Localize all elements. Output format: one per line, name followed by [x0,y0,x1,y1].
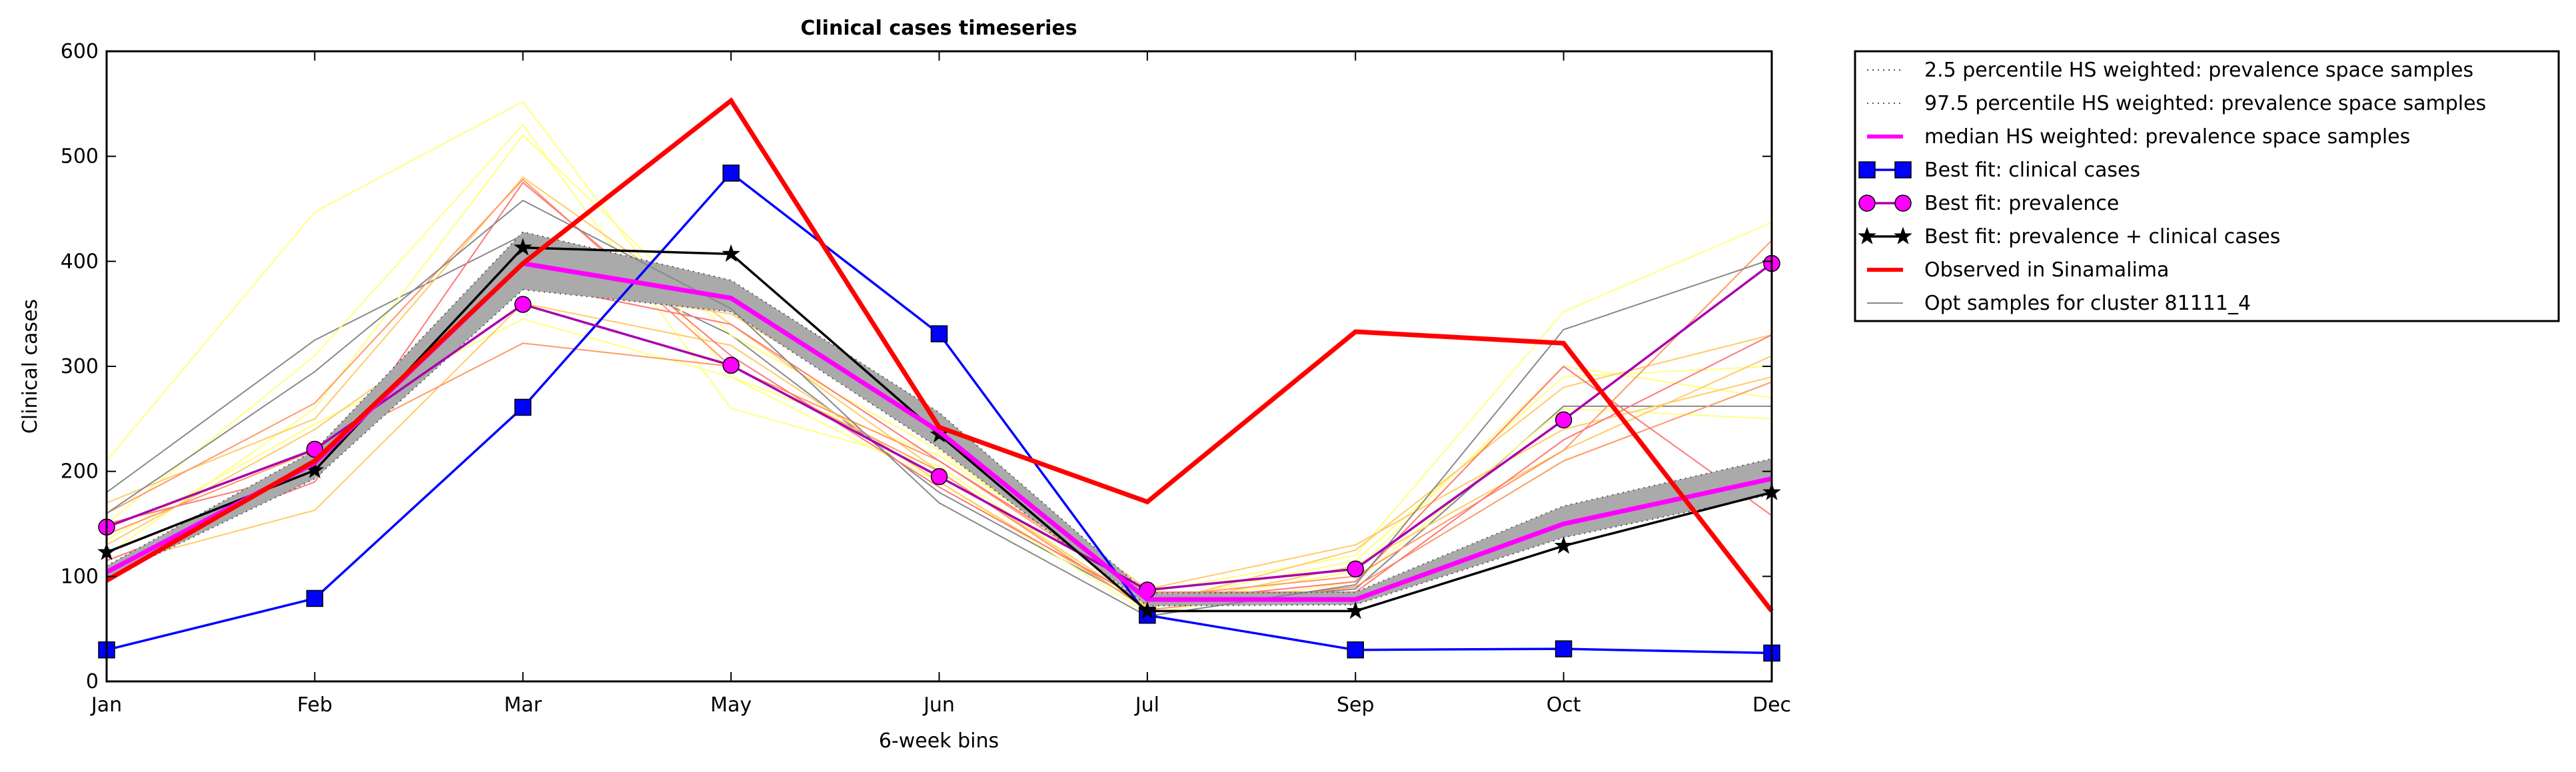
x-axis-label: 6-week bins [879,729,999,753]
sample-line-2 [106,123,1772,609]
legend-marker-end-5 [1894,226,1912,244]
legend-entry-4: Best fit: prevalence [1858,192,2119,215]
y-tick-label-3: 300 [61,355,99,378]
legend-label-5: Best fit: prevalence + clinical cases [1924,225,2280,248]
legend: 2.5 percentile HS weighted: prevalence s… [1854,50,2560,322]
series-3-point-1 [306,589,324,607]
legend-entry-7: Opt samples for cluster 81111_4 [1867,292,2251,315]
x-tick-label-0: Jan [90,693,122,717]
y-tick-label-4: 400 [61,250,99,273]
legend-label-3: Best fit: clinical cases [1924,159,2140,182]
legend-entry-3: Best fit: clinical cases [1858,159,2140,182]
series-5-point-2 [513,238,532,256]
series-5-point-3 [722,244,740,262]
x-tick-label-8: Dec [1752,693,1791,717]
y-tick-label-1: 100 [61,565,99,588]
series-4-point-6 [1347,560,1364,578]
y-tick-label-5: 500 [61,145,99,169]
legend-marker-start-3 [1858,161,1876,179]
legend-entry-5: Best fit: prevalence + clinical cases [1858,225,2280,248]
legend-label-2: median HS weighted: prevalence space sam… [1924,125,2410,149]
plot-frame [105,50,1773,683]
series-3-point-6 [1347,641,1364,659]
x-tick-label-1: Feb [297,693,332,717]
x-tick-label-2: Mar [504,693,542,717]
series-7 [106,199,1772,617]
legend-box [1854,50,2560,322]
legend-marker-start-5 [1858,226,1876,244]
legend-entry-1: 97.5 percentile HS weighted: prevalence … [1867,92,2486,115]
series-5-point-7 [1554,536,1573,554]
legend-entry-0: 2.5 percentile HS weighted: prevalence s… [1867,59,2473,82]
legend-label-1: 97.5 percentile HS weighted: prevalence … [1924,92,2486,115]
x-tick-label-6: Sep [1337,693,1375,717]
series-4-point-3 [722,356,740,374]
legend-label-7: Opt samples for cluster 81111_4 [1924,292,2251,315]
legend-label-4: Best fit: prevalence [1924,192,2119,215]
axes: 0 100 200 300 400 500 600 Jan Feb Mar May Jun Jul Sep… [61,40,1791,717]
series-line-6 [105,97,1774,613]
series-line-0 [106,288,1772,607]
legend-label-0: 2.5 percentile HS weighted: prevalence s… [1924,59,2473,82]
series-5-point-5 [1138,601,1157,619]
legend-entry-2: median HS weighted: prevalence space sam… [1867,125,2410,149]
x-tick-label-3: May [710,693,752,717]
series-3-point-3 [722,165,740,182]
series-3-point-2 [514,398,532,416]
legend-marker-end-4 [1894,194,1912,212]
x-tick-label-5: Jul [1134,693,1159,717]
x-tick-label-7: Oct [1547,693,1581,717]
series-4-point-2 [514,296,532,313]
series-6 [105,97,1774,613]
y-tick-label-0: 0 [86,670,99,693]
y-tick-label-6: 600 [61,40,99,63]
series-4 [98,254,1780,599]
legend-marker-end-3 [1894,161,1912,179]
series-3-point-7 [1555,640,1573,657]
y-axis-label: Clinical cases [19,299,42,434]
series-lines [97,97,1781,662]
legend-label-6: Observed in Sinamalima [1924,258,2169,282]
chart-title: Clinical cases timeseries [800,17,1077,40]
series-5-point-6 [1346,601,1365,619]
y-tick-label-2: 200 [61,460,99,484]
series-3-point-4 [930,325,948,342]
series-line-7 [106,199,1772,617]
x-tick-label-4: Jun [922,693,955,717]
legend-marker-start-4 [1858,194,1876,212]
series-4-point-1 [306,440,324,458]
legend-entry-6: Observed in Sinamalima [1867,258,2169,282]
series-4-point-4 [930,468,948,486]
percentile-band-fill [107,232,1772,606]
series-4-point-7 [1555,411,1573,429]
sample-line-1 [106,101,1772,593]
percentile-band [107,232,1772,606]
series-0 [106,288,1772,607]
